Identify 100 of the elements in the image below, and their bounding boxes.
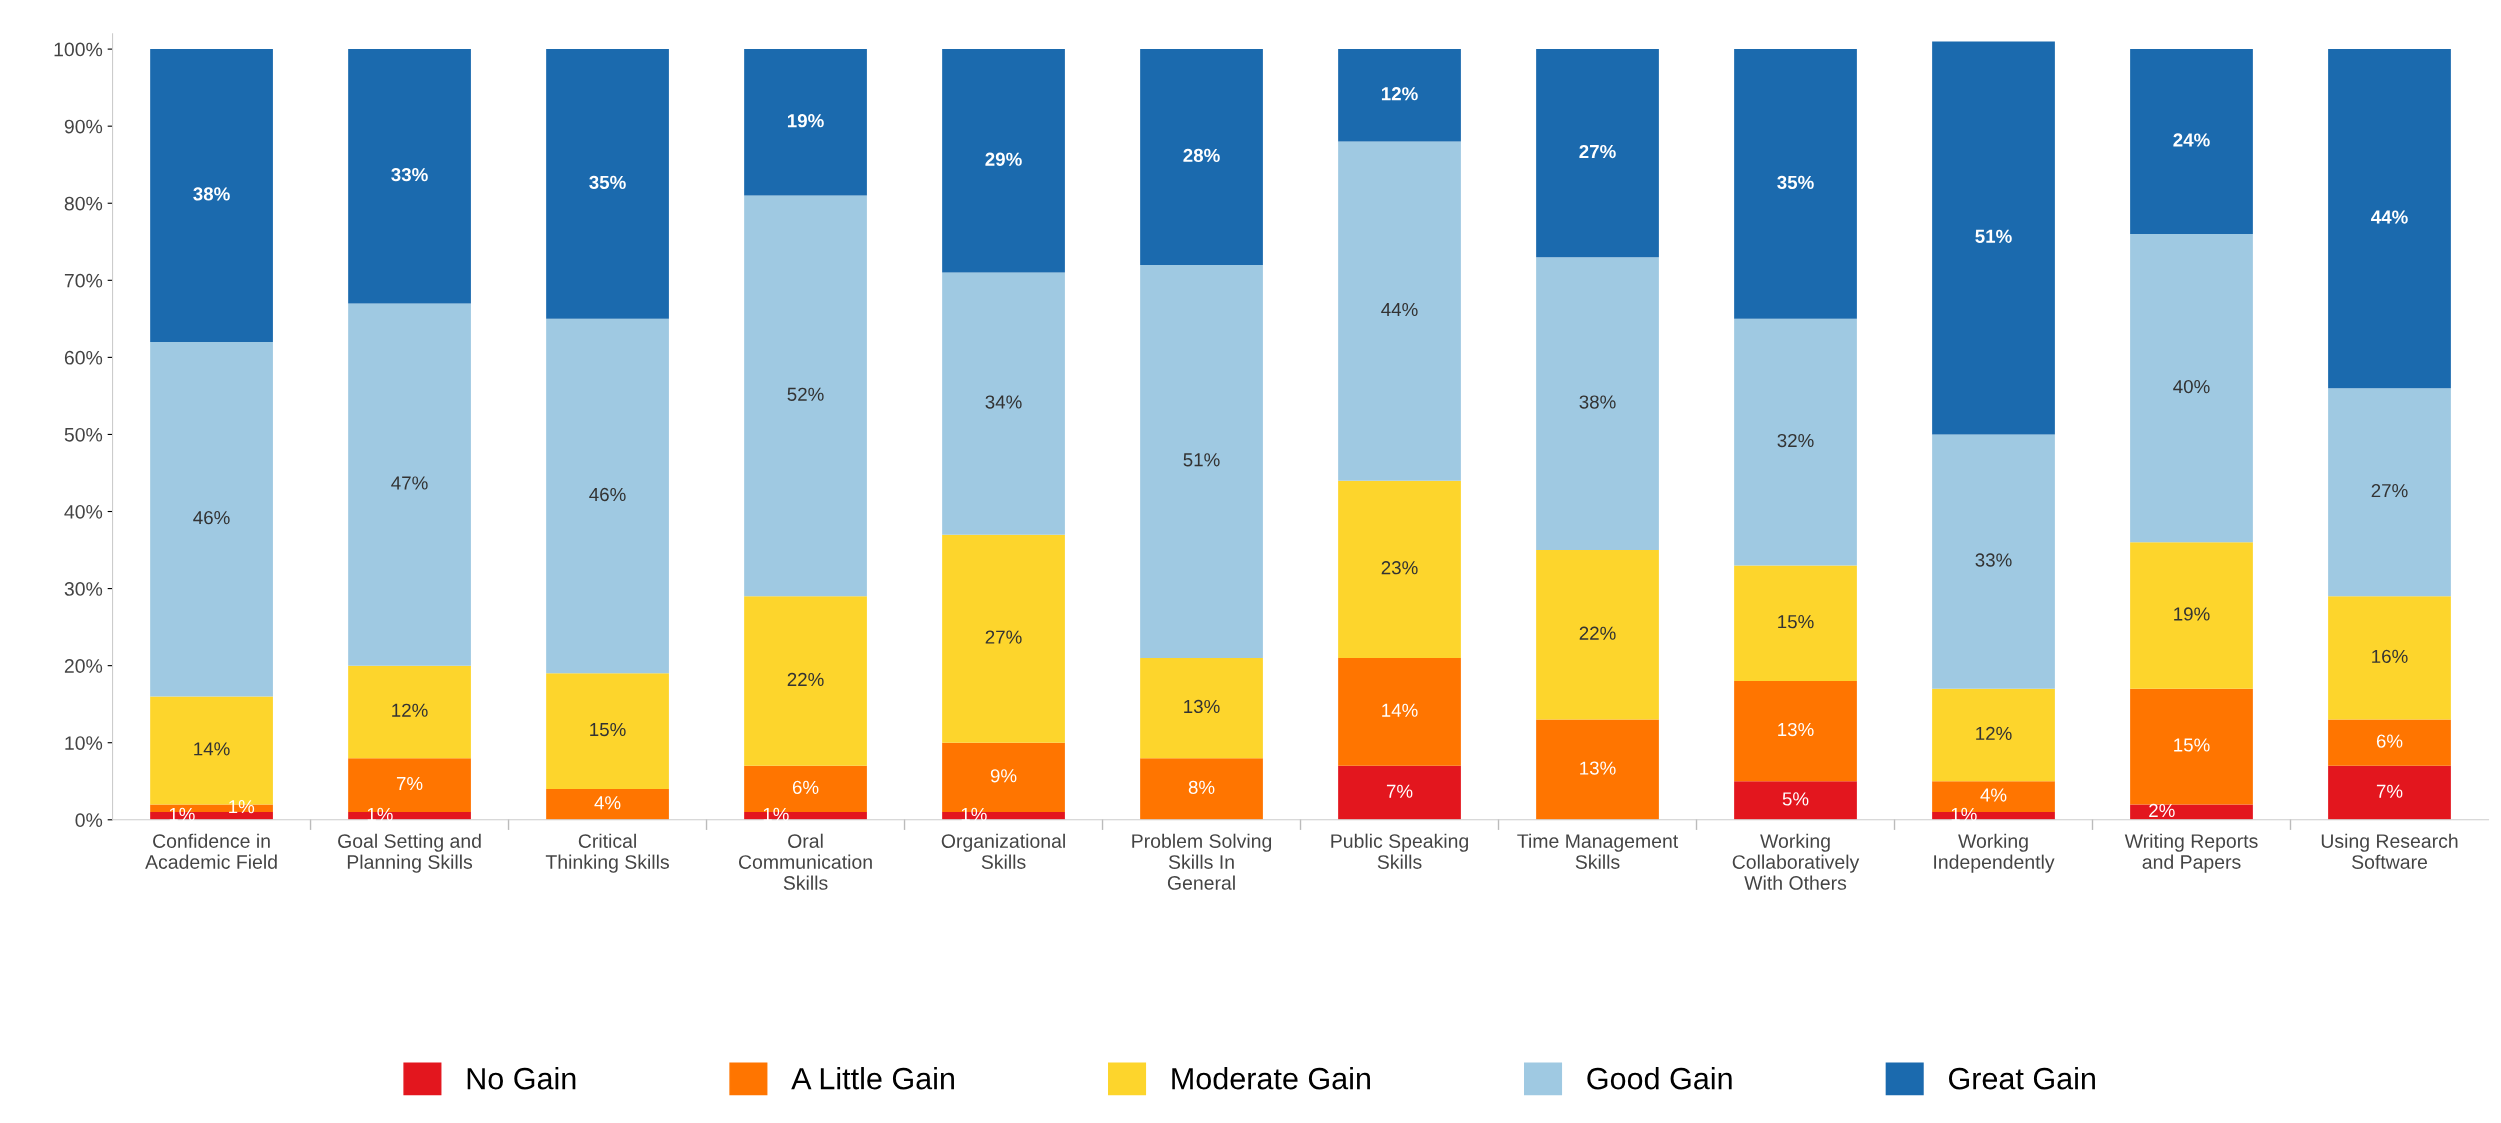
bar [2130,234,2253,543]
data-label: 12% [392,703,428,717]
data-label: 13% [1778,722,1814,737]
data-label: 40% [2173,379,2210,394]
bar [1338,765,1461,820]
data-label: 24% [2173,133,2210,147]
bar [1932,688,2055,782]
data-label: 44% [2371,210,2408,224]
y-tick-label: 60% [64,350,103,365]
x-tick-label: Time Management Skills [1517,833,1679,869]
x-tick-label: Oral Communication Skills [738,833,872,890]
data-label: 46% [589,487,626,502]
bar [2130,688,2253,805]
bar [546,318,669,674]
data-label: 2% [2149,803,2175,818]
data-label: 1% [1951,807,1977,821]
data-label: 12% [1381,87,1418,101]
y-tick-label: 70% [64,273,103,288]
y-tick-label: 100% [54,42,103,57]
data-label: 13% [1580,761,1616,775]
x-tick-label: Confidence in Academic Field [145,833,277,869]
bar [744,195,867,597]
data-label: 4% [1980,788,2007,802]
bar [2328,765,2451,820]
data-label: 7% [1386,784,1413,798]
bar [1140,657,1263,759]
y-tick-label: 40% [64,504,103,519]
bar [2328,596,2451,720]
legend-label: A Little Gain [791,1067,954,1090]
data-label: 13% [1184,699,1220,714]
bar [2130,49,2253,235]
data-label: 1% [763,807,789,821]
data-label: 35% [1777,175,1814,190]
bar [1932,434,2055,689]
bar [1338,657,1461,766]
bar [942,272,1065,535]
bar [1734,781,1857,820]
bar [942,49,1065,273]
bar [348,665,471,759]
bar [1338,480,1461,658]
x-tick-label: Working Collaboratively With Others [1732,833,1860,890]
bar [1140,758,1263,820]
bar [546,49,669,319]
bar [546,788,669,820]
data-label: 23% [1381,561,1418,575]
data-label: 35% [589,175,626,190]
y-tick-label: 10% [65,736,103,750]
data-label: 22% [1579,626,1616,640]
data-label: 9% [990,769,1017,783]
data-label: 38% [1579,395,1616,409]
data-label: 47% [391,476,428,490]
x-tick-label: Public Speaking Skills [1331,833,1468,869]
bar [150,341,273,697]
bar [1140,49,1263,265]
bar [348,303,471,666]
bar [1734,565,1857,682]
data-label: 1% [229,800,255,814]
bar [348,49,471,304]
bar [2130,542,2253,689]
data-label: 33% [391,168,428,182]
data-label: 44% [1381,302,1418,317]
data-label: 15% [1778,615,1814,629]
y-tick-label: 30% [64,582,103,596]
y-tick-label: 50% [64,427,103,442]
y-tick-label: 90% [64,119,103,134]
data-label: 7% [396,776,423,791]
x-tick-label: Organizational Skills [941,833,1065,869]
data-label: 5% [1782,792,1809,806]
y-tick-label: 20% [64,659,103,673]
data-label: 15% [2174,738,2210,752]
data-label: 22% [787,672,824,687]
bar [942,534,1065,743]
data-label: 1% [169,807,195,821]
data-label: 1% [961,807,987,821]
data-label: 14% [1382,703,1418,717]
data-label: 27% [1579,144,1616,159]
data-label: 52% [787,387,824,401]
bar [744,596,867,766]
bar [1338,49,1461,142]
data-label: 15% [590,723,626,737]
bar [2328,49,2451,389]
data-label: 38% [193,187,230,201]
bar [546,673,669,789]
data-label: 29% [985,152,1022,166]
data-label: 19% [2174,607,2210,621]
bar [1536,49,1659,258]
legend-label: Moderate Gain [1172,1067,1370,1090]
bar [2328,719,2451,766]
x-tick-label: Working Independently [1934,833,2055,873]
data-label: 8% [1188,780,1215,794]
data-label: 33% [1975,553,2012,567]
data-label: 51% [1975,229,2012,243]
data-label: 27% [985,630,1022,644]
legend-label: Great Gain [1949,1067,2095,1090]
data-label: 16% [2372,649,2408,663]
data-label: 34% [985,395,1022,409]
bar [1734,681,1857,782]
data-label: 19% [787,114,824,128]
x-tick-label: Using Research Software [2321,833,2458,869]
data-label: 28% [1183,148,1220,163]
